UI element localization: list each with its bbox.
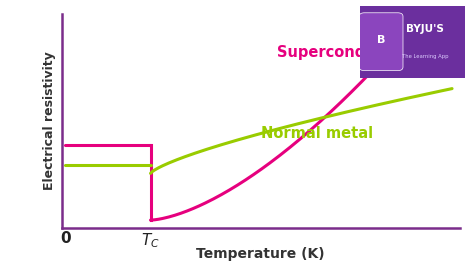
Text: B: B bbox=[377, 35, 385, 45]
Text: Superconductor: Superconductor bbox=[277, 45, 408, 60]
Text: Normal metal: Normal metal bbox=[261, 126, 373, 141]
X-axis label: Temperature (K): Temperature (K) bbox=[196, 247, 325, 261]
Text: The Learning App: The Learning App bbox=[401, 54, 448, 59]
FancyBboxPatch shape bbox=[354, 1, 471, 82]
Text: BYJU'S: BYJU'S bbox=[406, 24, 444, 34]
FancyBboxPatch shape bbox=[359, 13, 403, 71]
Text: 0: 0 bbox=[60, 231, 71, 246]
Text: $T_C$: $T_C$ bbox=[141, 231, 160, 250]
Y-axis label: Electrical resistivity: Electrical resistivity bbox=[43, 51, 56, 190]
